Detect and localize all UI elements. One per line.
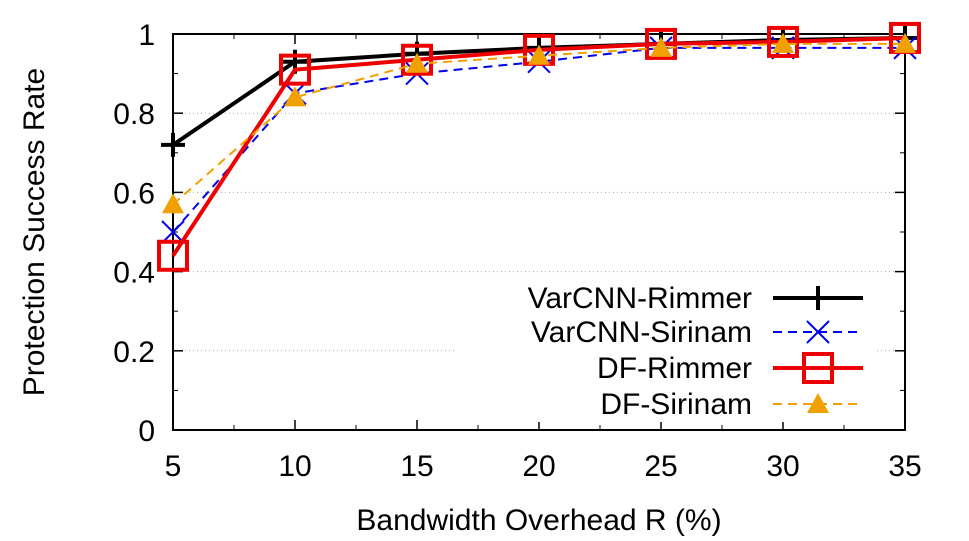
legend-item: DF-Rimmer	[597, 352, 863, 385]
x-tick-label: 35	[888, 450, 921, 483]
triangle-marker	[162, 193, 184, 214]
series-varcnn-sirinam	[161, 36, 917, 244]
legend-item: VarCNN-Sirinam	[531, 316, 863, 349]
legend-label: DF-Sirinam	[600, 388, 752, 421]
x-tick-label: 15	[400, 450, 433, 483]
square-marker	[279, 53, 311, 86]
legend: VarCNN-RimmerVarCNN-SirinamDF-RimmerDF-S…	[455, 278, 875, 422]
triangle-marker	[772, 32, 794, 53]
plus-marker	[806, 286, 830, 310]
square-marker	[645, 27, 677, 60]
plus-marker	[161, 132, 185, 157]
x-tick-label: 25	[644, 450, 677, 483]
square-marker	[401, 43, 433, 76]
x-tick-label: 30	[766, 450, 799, 483]
square-marker	[767, 25, 799, 58]
y-tick-label: 0.6	[113, 177, 155, 210]
y-tick-label: 0.8	[113, 98, 155, 131]
legend-label: VarCNN-Sirinam	[531, 316, 752, 349]
axis-ticks: 00.20.40.60.815 10 15 20 25 30 35	[113, 19, 921, 483]
cross-marker	[806, 320, 830, 344]
x-tick-label: 20	[522, 450, 555, 483]
y-tick-label: 0.2	[113, 336, 155, 369]
y-axis-label: Protection Success Rate	[18, 68, 51, 397]
legend-item: DF-Sirinam	[600, 388, 863, 421]
square-marker	[802, 352, 834, 384]
y-tick-label: 0.4	[113, 257, 155, 290]
y-tick-label: 1	[138, 19, 155, 52]
x-axis-label: Bandwidth Overhead R (%)	[356, 504, 721, 537]
triangle-marker	[528, 44, 550, 65]
legend-item: VarCNN-Rimmer	[528, 282, 863, 315]
x-tick-label: 5	[165, 450, 182, 483]
legend-label: VarCNN-Rimmer	[528, 282, 752, 315]
legend-label: DF-Rimmer	[597, 352, 752, 385]
series-group	[157, 21, 921, 272]
square-marker	[157, 239, 189, 272]
triangle-marker	[406, 52, 428, 73]
cross-marker	[161, 220, 185, 244]
x-tick-label: 10	[278, 450, 311, 483]
series-df-sirinam	[162, 32, 916, 214]
triangle-marker	[894, 32, 916, 53]
triangle-marker	[284, 86, 306, 107]
y-tick-label: 0	[138, 415, 155, 448]
triangle-marker	[807, 393, 829, 413]
legend-background	[455, 278, 875, 422]
triangle-marker	[650, 36, 672, 57]
